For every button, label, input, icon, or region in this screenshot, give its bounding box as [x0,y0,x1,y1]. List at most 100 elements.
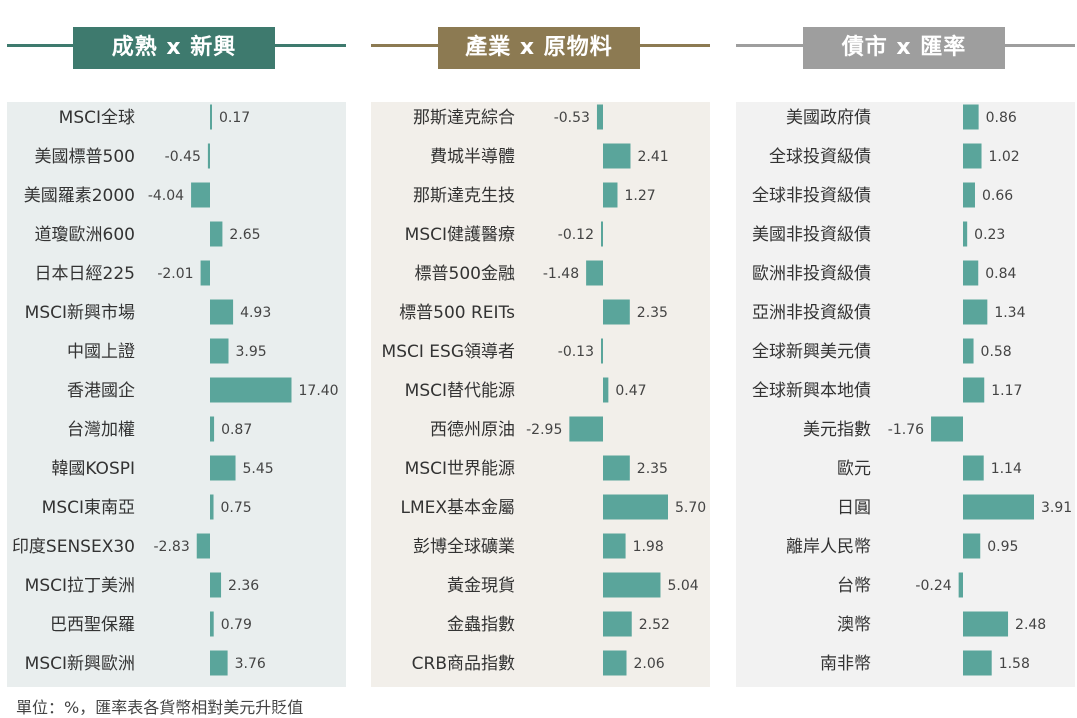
panel-mature-emerging: MSCI全球 0.17 美國標普500 -0.45 美國羅素2000 -4.04 道瓊歐洲6… [7,27,346,687]
bar [210,104,212,130]
bar [603,572,661,598]
category-label: 美國政府債 [786,108,871,128]
bar [210,455,236,481]
category-label: 巴西聖保羅 [50,615,135,635]
category-label: 日圓 [837,498,871,518]
bar [963,650,992,676]
bar [963,533,981,559]
bar [601,338,603,364]
value-label: 2.35 [637,305,668,321]
panel-sector-commodity: 那斯達克綜合 -0.53 費城半導體 2.41 那斯達克生技 1.27 MSCI健護醫療 -0… [371,27,710,687]
category-label: 標普500 REITs [399,303,515,323]
category-label: 台幣 [837,576,871,596]
value-label: 5.70 [675,500,706,516]
value-label: 17.40 [299,383,339,399]
category-label: MSCI東南亞 [42,498,135,518]
value-label: -0.53 [554,110,590,126]
bar [963,338,974,364]
category-label: MSCI世界能源 [405,459,515,479]
category-label: 黃金現貨 [447,576,515,596]
bar [569,416,603,442]
category-label: 歐元 [837,459,871,479]
category-label: 美元指數 [803,420,871,440]
bar [963,455,984,481]
category-label: 費城半導體 [430,147,515,167]
value-label: -2.83 [154,539,190,555]
bar [963,182,975,208]
value-label: 3.95 [236,344,267,360]
category-label: 台灣加權 [67,420,135,440]
bar [603,299,630,325]
bar [603,611,632,637]
category-label: CRB商品指數 [412,654,515,674]
category-label: 中國上證 [67,342,135,362]
bar [207,143,210,169]
category-label: 美國非投資級債 [752,225,871,245]
category-label: 亞洲非投資級債 [752,303,871,323]
category-label: 那斯達克綜合 [413,108,515,128]
bar [603,182,618,208]
panel-bond-fx: 美國政府債 0.86 全球投資級債 1.02 全球非投資級債 0.66 美國非投資級債 0.2… [736,27,1075,687]
value-label: 4.93 [240,305,271,321]
value-label: -2.95 [526,422,562,438]
category-label: MSCI全球 [59,108,135,128]
category-label: 全球投資級債 [769,147,871,167]
bar [603,377,609,403]
bar [603,650,627,676]
category-label: 澳幣 [837,615,871,635]
bar [963,260,979,286]
bar [963,221,968,247]
value-label: 2.41 [637,149,668,165]
category-label: 印度SENSEX30 [12,537,135,557]
category-label: 日本日經225 [35,264,135,284]
value-label: 1.14 [991,461,1022,477]
category-label: MSCI替代能源 [405,381,515,401]
category-label: 道瓊歐洲600 [35,225,135,245]
value-label: 0.47 [615,383,646,399]
footnote: 單位：%，匯率表各貨幣相對美元升貶值 [16,698,304,717]
value-label: 2.48 [1015,617,1046,633]
value-label: 2.36 [228,578,259,594]
category-label: 香港國企 [67,381,135,401]
bar [200,260,210,286]
bar [210,650,228,676]
bar [210,377,292,403]
value-label: 1.27 [624,188,655,204]
bar [210,494,214,520]
bar [963,104,979,130]
value-label: 1.17 [991,383,1022,399]
bar [191,182,210,208]
bar [210,221,223,247]
bar [586,260,603,286]
value-label: 0.95 [987,539,1018,555]
bar [603,455,630,481]
panel-title: 成熟 x 新興 [73,27,275,69]
category-label: 離岸人民幣 [786,537,871,557]
bar [963,299,988,325]
bar [963,143,982,169]
value-label: 0.23 [974,227,1005,243]
value-label: 3.91 [1041,500,1072,516]
value-label: -4.04 [148,188,184,204]
bar [963,377,985,403]
value-label: 1.02 [989,149,1020,165]
value-label: 1.98 [633,539,664,555]
value-label: -1.48 [543,266,579,282]
bar [210,416,215,442]
category-label: MSCI健護醫療 [405,225,515,245]
bar [603,143,631,169]
value-label: 3.76 [235,656,266,672]
value-label: 1.58 [999,656,1030,672]
category-label: 那斯達克生技 [413,186,515,206]
bar-chart-mature-emerging: MSCI全球 0.17 美國標普500 -0.45 美國羅素2000 -4.04 道瓊歐洲6… [7,102,346,687]
value-label: 1.34 [994,305,1025,321]
value-label: 0.79 [221,617,252,633]
category-label: 標普500金融 [415,264,515,284]
plot-background [736,102,1075,687]
value-label: 0.86 [986,110,1017,126]
category-label: 南非幣 [820,654,871,674]
bar [196,533,210,559]
value-label: 0.87 [221,422,252,438]
category-label: 韓國KOSPI [51,459,135,479]
value-label: 2.65 [229,227,260,243]
